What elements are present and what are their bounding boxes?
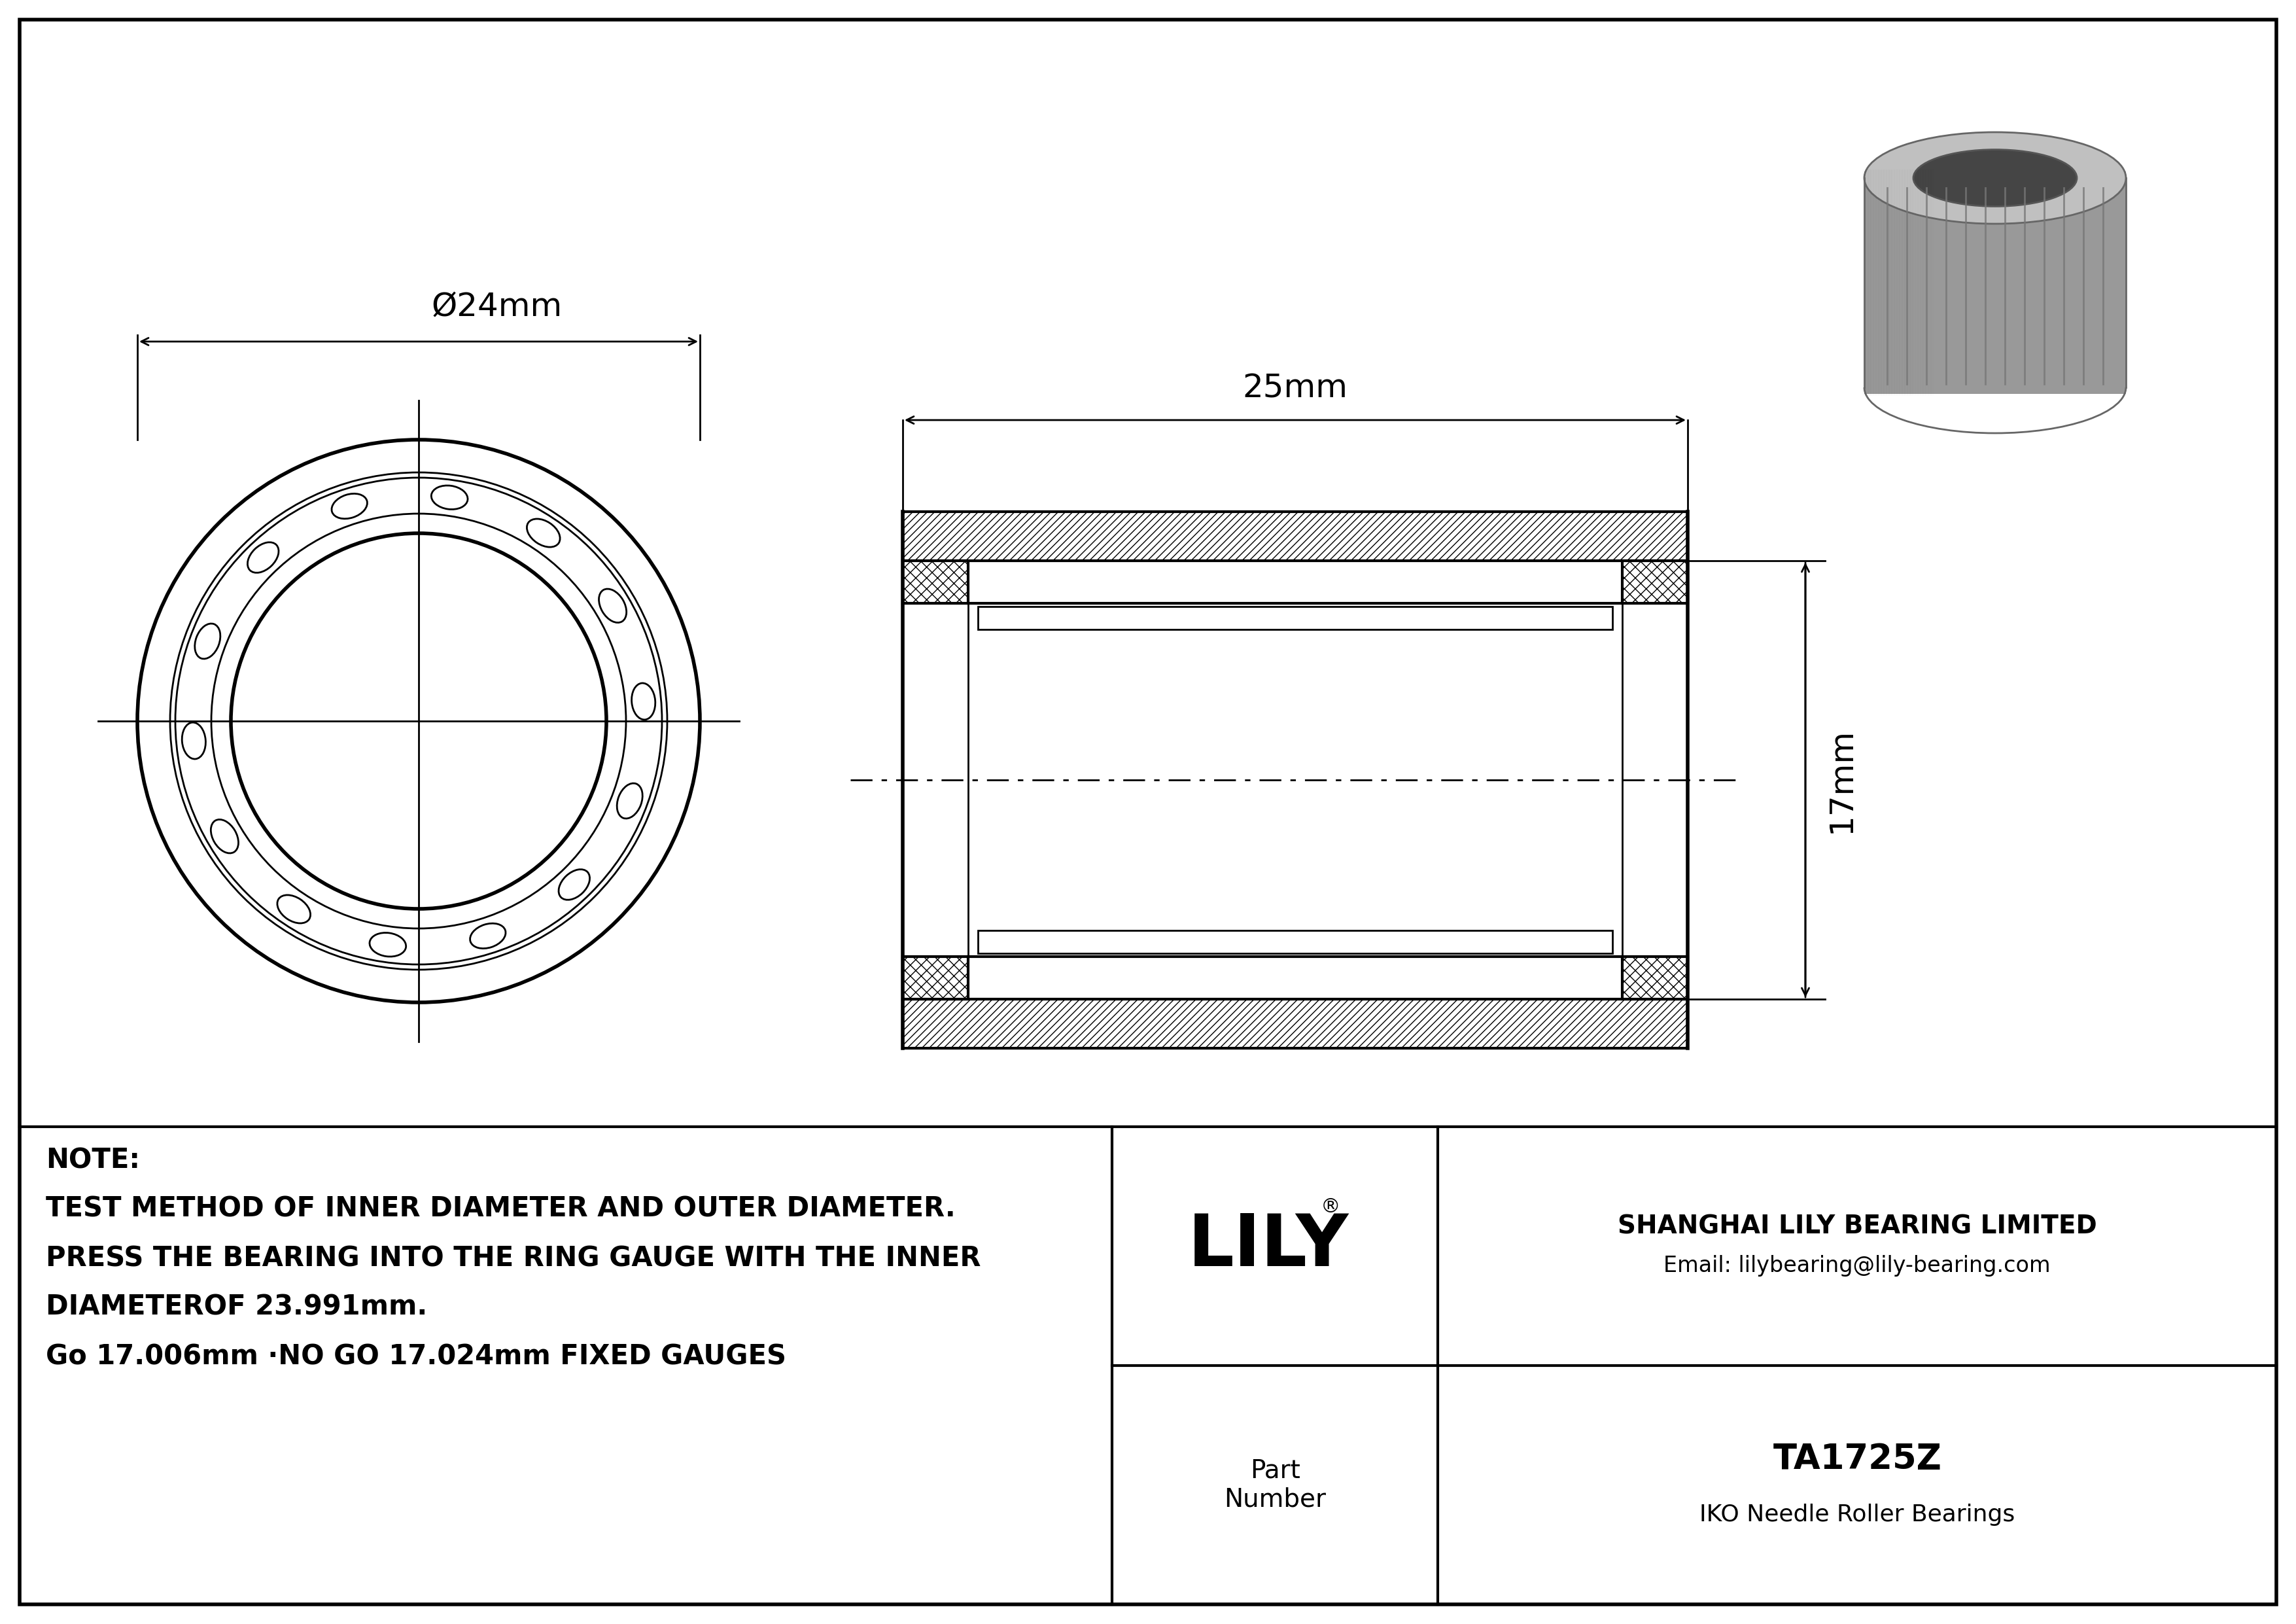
Text: 17mm: 17mm [1825, 728, 1857, 833]
Bar [902, 957, 969, 999]
Bar [902, 999, 1688, 1047]
Text: NOTE:: NOTE: [46, 1147, 140, 1174]
Bar [1623, 560, 1688, 603]
Text: PRESS THE BEARING INTO THE RING GAUGE WITH THE INNER: PRESS THE BEARING INTO THE RING GAUGE WI… [46, 1244, 980, 1272]
Text: TA1725Z: TA1725Z [1773, 1442, 1942, 1476]
Text: Part
Number: Part Number [1224, 1458, 1327, 1512]
Text: ®: ® [1320, 1197, 1341, 1216]
Text: 25mm: 25mm [1242, 372, 1348, 404]
Ellipse shape [1864, 132, 2126, 224]
Bar [978, 606, 1612, 630]
Text: Email: lilybearing@lily-bearing.com: Email: lilybearing@lily-bearing.com [1665, 1255, 2050, 1276]
Text: SHANGHAI LILY BEARING LIMITED: SHANGHAI LILY BEARING LIMITED [1619, 1215, 2096, 1239]
Bar [902, 512, 1688, 560]
Bar [978, 931, 1612, 953]
Text: DIAMETEROF 23.991mm.: DIAMETEROF 23.991mm. [46, 1294, 427, 1320]
Text: TEST METHOD OF INNER DIAMETER AND OUTER DIAMETER.: TEST METHOD OF INNER DIAMETER AND OUTER … [46, 1195, 955, 1223]
Ellipse shape [1913, 149, 2078, 206]
Text: Ø24mm: Ø24mm [432, 291, 563, 322]
Bar [902, 560, 969, 603]
Text: LILY: LILY [1187, 1212, 1350, 1281]
Text: IKO Needle Roller Bearings: IKO Needle Roller Bearings [1699, 1504, 2016, 1525]
Bar [1623, 957, 1688, 999]
Bar [1864, 172, 2126, 395]
Text: Go 17.006mm ·NO GO 17.024mm FIXED GAUGES: Go 17.006mm ·NO GO 17.024mm FIXED GAUGES [46, 1343, 785, 1371]
